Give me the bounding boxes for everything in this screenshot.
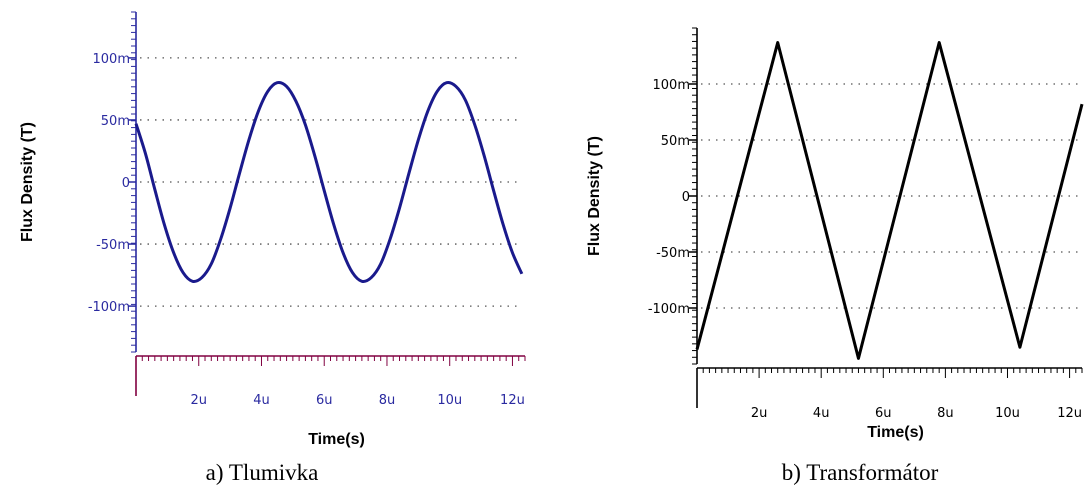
panel-caption: b) Transformátor bbox=[782, 460, 939, 485]
x-tick-label: 2u bbox=[190, 393, 207, 408]
y-tick-label: 50m bbox=[661, 134, 690, 149]
chart-panel-2: 100m 50m 0 -50m -100m 2u 4u 6u 8u 10u 12u Time(s) Fl… bbox=[586, 27, 1084, 485]
x-tick-label: 10u bbox=[437, 393, 462, 408]
y-tick-label: -50m bbox=[96, 238, 130, 253]
y-tick-label: 0 bbox=[682, 190, 690, 205]
x-tick-label: 6u bbox=[316, 393, 333, 408]
x-axis-title: Time(s) bbox=[867, 424, 924, 441]
y-tick-label: -100m bbox=[648, 302, 690, 317]
y-tick-label: 100m bbox=[653, 78, 690, 93]
y-tick-label: -50m bbox=[656, 246, 690, 261]
x-axis-title: Time(s) bbox=[308, 431, 365, 448]
x-tick-label: 8u bbox=[379, 393, 396, 408]
y-tick-label: 0 bbox=[122, 176, 130, 191]
x-tick-label: 8u bbox=[937, 406, 954, 421]
x-tick-label: 4u bbox=[253, 393, 270, 408]
y-tick-label: 50m bbox=[101, 114, 130, 129]
y-axis-title: Flux Density (T) bbox=[586, 136, 603, 256]
x-tick-label: 6u bbox=[875, 406, 892, 421]
x-tick-label: 12u bbox=[1057, 406, 1082, 421]
x-tick-label: 12u bbox=[500, 393, 525, 408]
series-line bbox=[134, 81, 524, 283]
y-tick-label: 100m bbox=[93, 52, 130, 67]
x-tick-label: 4u bbox=[813, 406, 830, 421]
x-tick-label: 2u bbox=[751, 406, 768, 421]
y-axis-title: Flux Density (T) bbox=[19, 122, 36, 242]
chart-panel-1: 100m 50m 0 -50m -100m 2u 4u 6u 8u 10u 12u Time(s) Fl… bbox=[19, 11, 526, 485]
series-line bbox=[695, 41, 1084, 360]
y-tick-label: -100m bbox=[88, 300, 130, 315]
panel-caption: a) Tlumivka bbox=[206, 460, 319, 485]
x-tick-label: 10u bbox=[995, 406, 1020, 421]
